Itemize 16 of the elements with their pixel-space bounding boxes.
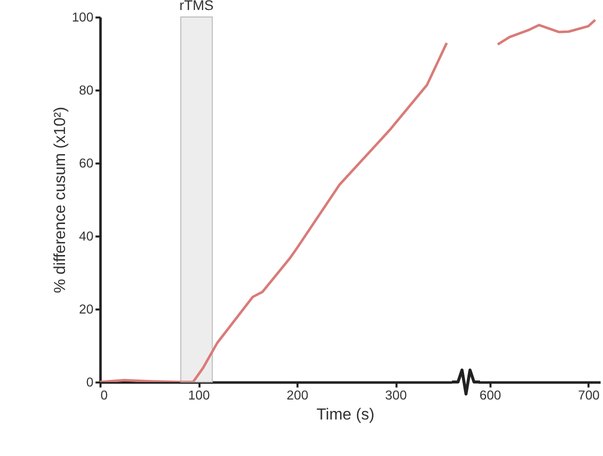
x-tick-label: 100 [188, 388, 210, 402]
y-tick-label: 20 [79, 302, 94, 316]
y-axis-title: % difference cusum (x10²) [52, 106, 69, 294]
x-tick-label: 0 [100, 388, 108, 402]
band-label: rTMS [179, 0, 214, 13]
y-tick-label: 60 [79, 156, 94, 170]
x-tick-label: 600 [479, 387, 502, 402]
line-series [100, 42, 448, 382]
y-tick-label: 80 [79, 82, 94, 98]
y-tick-label: 40 [79, 228, 94, 244]
x-tick-label: 200 [286, 388, 308, 402]
x-axis-title: Time (s) [316, 406, 375, 424]
x-tick-label: 700 [578, 387, 600, 402]
y-tick-label: 100 [72, 10, 94, 24]
y-tick-label: 0 [86, 374, 94, 390]
x-tick-label: 300 [385, 388, 407, 402]
